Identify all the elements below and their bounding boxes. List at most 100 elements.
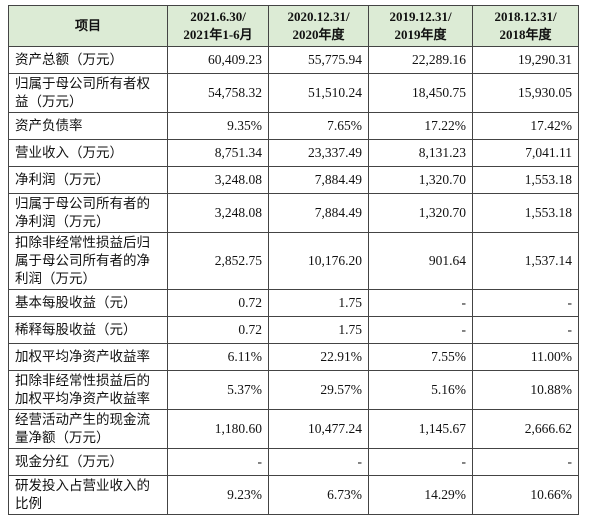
label-cell: 归属于母公司所有者权益（万元） bbox=[8, 73, 168, 113]
header-text: 项目 bbox=[74, 18, 101, 33]
value-cell: 8,131.23 bbox=[368, 139, 473, 167]
value-cell: 7,884.49 bbox=[268, 166, 369, 194]
header-cell: 2019.12.31/2019年度 bbox=[368, 5, 473, 47]
value-cell: 22,289.16 bbox=[368, 46, 473, 74]
value-cell: 10.66% bbox=[472, 475, 579, 515]
value-cell: 7.65% bbox=[268, 112, 369, 140]
value-cell: 11.00% bbox=[472, 343, 579, 371]
header-cell: 2021.6.30/2021年1-6月 bbox=[167, 5, 269, 47]
value-cell: 9.23% bbox=[167, 475, 269, 515]
value-cell: 60,409.23 bbox=[167, 46, 269, 74]
table-row: 研发投入占营业收入的比例 9.23% 6.73% 14.29% 10.66% bbox=[8, 475, 579, 515]
value-cell: 3,248.08 bbox=[167, 193, 269, 233]
value-cell: 1,553.18 bbox=[472, 193, 579, 233]
value-cell: 17.22% bbox=[368, 112, 473, 140]
value-cell: - bbox=[268, 448, 369, 476]
header-text: 2019年度 bbox=[394, 27, 447, 42]
value-cell: 7,041.11 bbox=[472, 139, 579, 167]
header-text: 2018年度 bbox=[499, 27, 552, 42]
value-cell: 9.35% bbox=[167, 112, 269, 140]
table-body: 资产总额（万元） 60,409.23 55,775.94 22,289.16 19,29… bbox=[8, 46, 579, 515]
value-cell: 7,884.49 bbox=[268, 193, 369, 233]
value-cell: 55,775.94 bbox=[268, 46, 369, 74]
financial-table: 项目 2021.6.30/2021年1-6月 2020.12.31/2020年度 20… bbox=[8, 5, 579, 515]
value-cell: - bbox=[368, 316, 473, 344]
header-text: 2021.6.30/ bbox=[190, 9, 246, 24]
label-cell: 基本每股收益（元） bbox=[8, 289, 168, 317]
table-row: 净利润（万元） 3,248.08 7,884.49 1,320.70 1,553.18 bbox=[8, 166, 579, 194]
value-cell: - bbox=[167, 448, 269, 476]
label-cell: 稀释每股收益（元） bbox=[8, 316, 168, 344]
header-text: 2020年度 bbox=[292, 27, 345, 42]
value-cell: 15,930.05 bbox=[472, 73, 579, 113]
value-cell: - bbox=[472, 316, 579, 344]
value-cell: 1,553.18 bbox=[472, 166, 579, 194]
value-cell: 8,751.34 bbox=[167, 139, 269, 167]
value-cell: 1.75 bbox=[268, 316, 369, 344]
table-row: 稀释每股收益（元） 0.72 1.75- - bbox=[8, 316, 579, 344]
header-text: 2021年1-6月 bbox=[183, 27, 253, 42]
label-cell: 归属于母公司所有者的净利润（万元） bbox=[8, 193, 168, 233]
value-cell: 5.37% bbox=[167, 370, 269, 410]
table-row: 归属于母公司所有者权益（万元） 54,758.32 51,510.24 18,450.… bbox=[8, 73, 579, 113]
value-cell: 6.11% bbox=[167, 343, 269, 371]
value-cell: 2,852.75 bbox=[167, 232, 269, 290]
table-row: 现金分红（万元） - - - - bbox=[8, 448, 579, 476]
value-cell: 18,450.75 bbox=[368, 73, 473, 113]
header-cell: 2020.12.31/2020年度 bbox=[268, 5, 369, 47]
value-cell: - bbox=[472, 448, 579, 476]
value-cell: 22.91% bbox=[268, 343, 369, 371]
value-cell: 1,180.60 bbox=[167, 409, 269, 449]
table-row: 扣除非经常性损益后的加权平均净资产收益率 5.37% 29.57% 5.16% 10.8… bbox=[8, 370, 579, 410]
label-cell: 加权平均净资产收益率 bbox=[8, 343, 168, 371]
table-row: 资产负债率 9.35% 7.65% 17.22% 17.42% bbox=[8, 112, 579, 140]
value-cell: 23,337.49 bbox=[268, 139, 369, 167]
label-cell: 净利润（万元） bbox=[8, 166, 168, 194]
value-cell: 51,510.24 bbox=[268, 73, 369, 113]
value-cell: 2,666.62 bbox=[472, 409, 579, 449]
header-row: 项目 2021.6.30/2021年1-6月 2020.12.31/2020年度 20… bbox=[8, 5, 579, 47]
label-cell: 营业收入（万元） bbox=[8, 139, 168, 167]
value-cell: 19,290.31 bbox=[472, 46, 579, 74]
value-cell: 10,176.20 bbox=[268, 232, 369, 290]
table-row: 扣除非经常性损益后归属于母公司所有者的净利润（万元） 2,852.75 10,176… bbox=[8, 232, 579, 290]
value-cell: 10.88% bbox=[472, 370, 579, 410]
header-cell: 项目 bbox=[8, 5, 168, 47]
value-cell: 6.73% bbox=[268, 475, 369, 515]
header-text: 2018.12.31/ bbox=[494, 9, 557, 24]
value-cell: 0.72 bbox=[167, 289, 269, 317]
value-cell: 901.64 bbox=[368, 232, 473, 290]
value-cell: - bbox=[368, 448, 473, 476]
label-cell: 资产总额（万元） bbox=[8, 46, 168, 74]
value-cell: 1,537.14 bbox=[472, 232, 579, 290]
table-row: 资产总额（万元） 60,409.23 55,775.94 22,289.16 19,29… bbox=[8, 46, 579, 74]
label-cell: 经营活动产生的现金流量净额（万元） bbox=[8, 409, 168, 449]
table-row: 经营活动产生的现金流量净额（万元） 1,180.60 10,477.24 1,145.… bbox=[8, 409, 579, 449]
value-cell: - bbox=[472, 289, 579, 317]
value-cell: 7.55% bbox=[368, 343, 473, 371]
value-cell: 5.16% bbox=[368, 370, 473, 410]
label-cell: 现金分红（万元） bbox=[8, 448, 168, 476]
value-cell: 3,248.08 bbox=[167, 166, 269, 194]
value-cell: 29.57% bbox=[268, 370, 369, 410]
label-cell: 扣除非经常性损益后归属于母公司所有者的净利润（万元） bbox=[8, 232, 168, 290]
label-cell: 研发投入占营业收入的比例 bbox=[8, 475, 168, 515]
header-cell: 2018.12.31/2018年度 bbox=[472, 5, 579, 47]
table-row: 营业收入（万元） 8,751.34 23,337.49 8,131.23 7,041.1… bbox=[8, 139, 579, 167]
table-row: 加权平均净资产收益率 6.11% 22.91% 7.55% 11.00% bbox=[8, 343, 579, 371]
value-cell: 10,477.24 bbox=[268, 409, 369, 449]
value-cell: 17.42% bbox=[472, 112, 579, 140]
table-row: 基本每股收益（元） 0.72 1.75- - bbox=[8, 289, 579, 317]
value-cell: 54,758.32 bbox=[167, 73, 269, 113]
value-cell: 1,320.70 bbox=[368, 193, 473, 233]
value-cell: - bbox=[368, 289, 473, 317]
header-text: 2020.12.31/ bbox=[287, 9, 350, 24]
label-cell: 资产负债率 bbox=[8, 112, 168, 140]
value-cell: 1.75 bbox=[268, 289, 369, 317]
value-cell: 0.72 bbox=[167, 316, 269, 344]
table-row: 归属于母公司所有者的净利润（万元） 3,248.08 7,884.49 1,320.7… bbox=[8, 193, 579, 233]
header-text: 2019.12.31/ bbox=[389, 9, 452, 24]
label-cell: 扣除非经常性损益后的加权平均净资产收益率 bbox=[8, 370, 168, 410]
value-cell: 14.29% bbox=[368, 475, 473, 515]
